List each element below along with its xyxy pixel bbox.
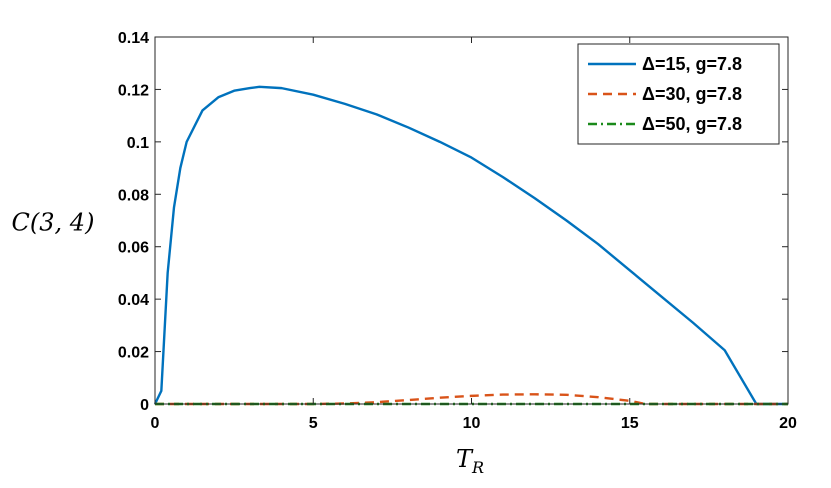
x-axis-label: TR <box>456 445 484 477</box>
y-axis-label: C(3, 4) <box>12 209 95 237</box>
y-tick-label: 0 <box>140 397 149 414</box>
x-axis-label-sub: R <box>471 458 484 477</box>
x-tick-label: 20 <box>779 415 797 432</box>
legend-label-1: Δ=15, g=7.8 <box>642 54 742 74</box>
legend-label-2: Δ=30, g=7.8 <box>642 84 742 104</box>
x-tick-label: 15 <box>621 415 639 432</box>
y-tick-label: 0.12 <box>118 82 149 99</box>
y-tick-label: 0.02 <box>118 345 149 362</box>
y-tick-label: 0.06 <box>118 240 149 257</box>
series-line-1 <box>153 85 788 406</box>
y-tick-label: 0.1 <box>127 135 149 152</box>
y-tick-label: 0.14 <box>118 30 149 47</box>
legend: Δ=15, g=7.8 Δ=30, g=7.8 Δ=50, g=7.8 <box>577 43 780 145</box>
y-tick-label: 0.04 <box>118 292 149 309</box>
x-tick-label: 5 <box>309 415 318 432</box>
x-axis-label-main: T <box>456 445 474 473</box>
y-tick-label: 0.08 <box>118 187 149 204</box>
ticks-layer: 0 5 10 15 20 0 0.02 0.04 0.06 0.08 0.1 0.12 0.14 <box>118 30 797 432</box>
legend-label-3: Δ=50, g=7.8 <box>642 114 742 134</box>
x-tick-label: 0 <box>151 415 160 432</box>
x-tick-label: 10 <box>463 415 481 432</box>
